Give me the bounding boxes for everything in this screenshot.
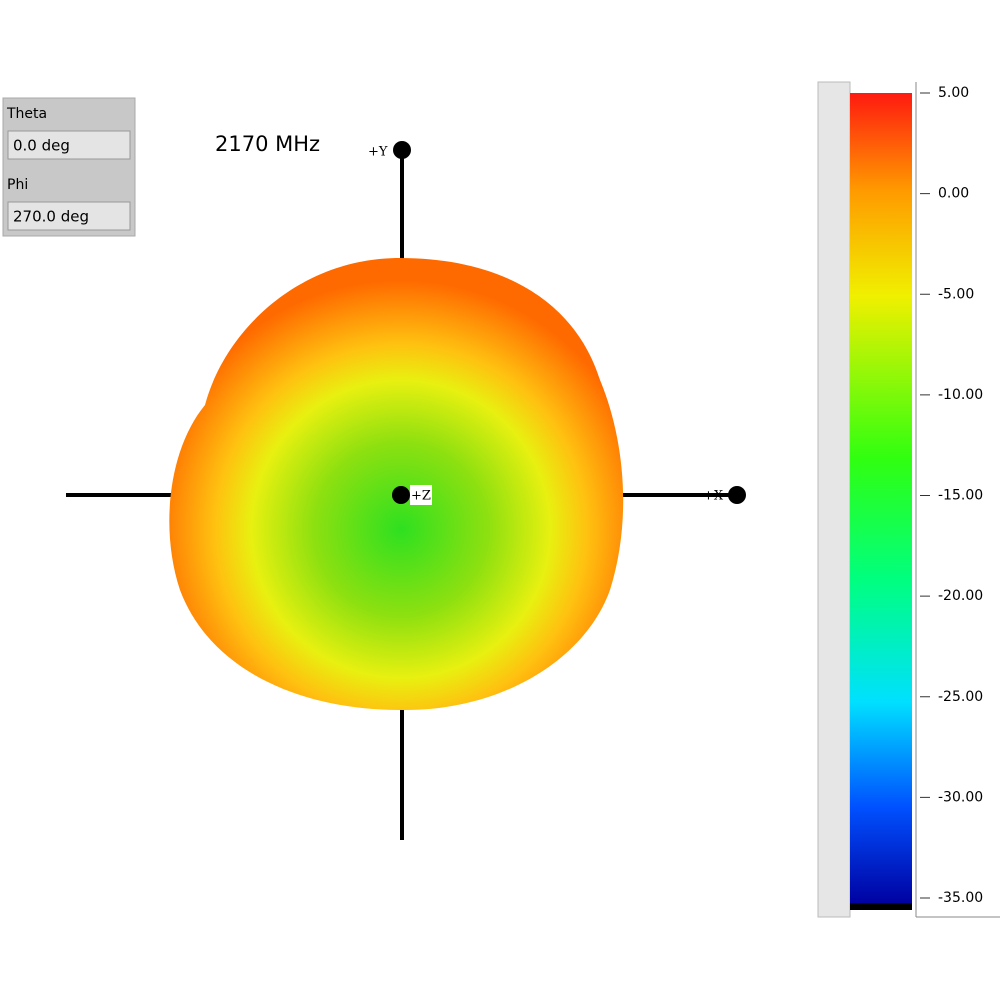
colorbar-tick-label: 0.00 (938, 186, 969, 202)
radiation-pattern (169, 258, 624, 711)
frequency: 2170 MHz (215, 132, 320, 156)
x-axis-label: +X (703, 489, 724, 504)
angle-panel: Theta 0.0 deg Phi 270.0 deg (2, 97, 136, 237)
colorbar-tick-label: -10.00 (938, 387, 983, 403)
theta-label: Theta (6, 106, 47, 122)
phi-label: Phi (7, 177, 28, 193)
y-axis-label: +Y (368, 145, 388, 160)
phi-field[interactable] (7, 201, 131, 231)
phi-value: 270.0 deg (13, 208, 89, 226)
y-axis-dot (393, 141, 411, 159)
theta-field[interactable] (7, 130, 131, 160)
z-axis-dot (392, 486, 410, 504)
z-axis-label: +Z (411, 489, 431, 504)
x-axis-dot (728, 486, 746, 504)
theta-value: 0.0 deg (13, 137, 70, 155)
z-label-bg (410, 485, 432, 505)
colorbar-tick-label: -25.00 (938, 689, 983, 705)
colorbar-tick-label: 5.00 (938, 85, 969, 101)
colorbar-end (850, 903, 912, 910)
colorbar-tick-label: -5.00 (938, 286, 974, 302)
colorbar (850, 93, 912, 905)
colorbar-tick-label: -30.00 (938, 789, 983, 805)
colorbar-tick-label: -15.00 (938, 488, 983, 504)
colorbar-tick-label: -20.00 (938, 588, 983, 604)
colorbar-tick-label: -35.00 (938, 890, 983, 906)
colorbar-frame (817, 81, 851, 918)
